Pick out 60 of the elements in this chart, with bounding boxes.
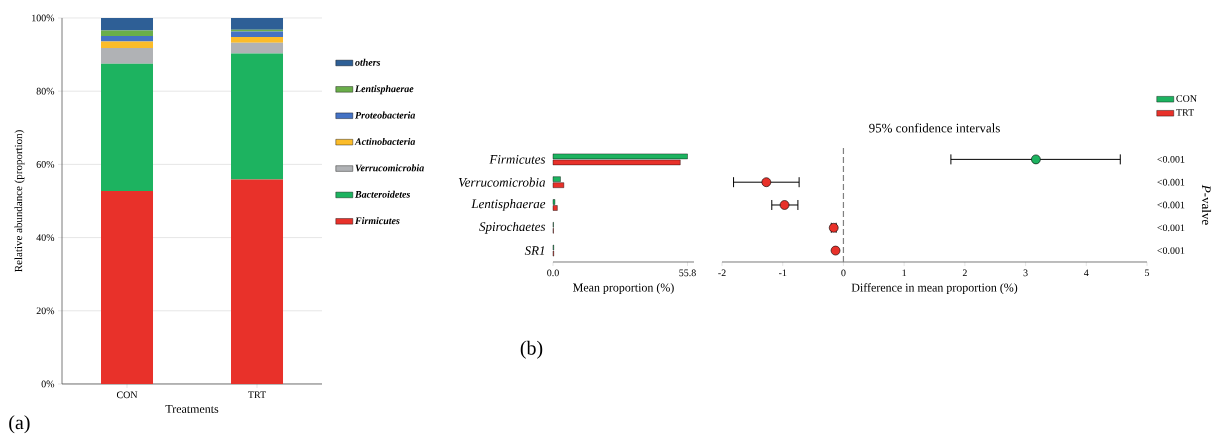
bar <box>231 31 284 38</box>
y-tick-label: Verrucomicrobia <box>458 177 546 187</box>
legend-label: Bacteroidetes <box>354 190 411 198</box>
bar <box>231 179 284 384</box>
bar <box>231 42 284 54</box>
bar <box>101 35 154 42</box>
x-tick-label: 1 <box>902 269 907 277</box>
bar <box>231 37 284 43</box>
legend-label: Proteobacteria <box>355 111 416 119</box>
text: <0.001 <box>1157 156 1185 163</box>
legend-label: Actinobacteria <box>354 137 416 145</box>
y-tick-label: SR1 <box>524 246 545 255</box>
y-tick-label: Firmicutes <box>489 155 546 164</box>
bar <box>231 17 284 30</box>
bar <box>101 48 154 64</box>
text: <0.001 <box>1157 201 1185 209</box>
y-tick-label: 20% <box>36 307 55 315</box>
x-tick-label: -1 <box>778 269 787 277</box>
y-tick-label: Lentisphaerae <box>471 199 546 211</box>
x-tick-label: -2 <box>718 269 726 277</box>
bar <box>101 30 154 36</box>
bar <box>101 191 154 384</box>
bar <box>231 53 284 180</box>
legend-label: Firmicutes <box>354 217 400 225</box>
text: (a) <box>9 415 30 434</box>
x-tick-label: 0.0 <box>547 269 559 277</box>
x-axis-title: Treatments <box>165 405 219 413</box>
legend-label: CON <box>1176 95 1197 102</box>
y-tick-label: 40% <box>36 234 55 241</box>
x-tick-label: 2 <box>962 269 967 277</box>
chart-title: 95% confidence intervals <box>869 123 1000 133</box>
legend-label: Verrucomicrobia <box>355 164 424 172</box>
x-tick-label: 3 <box>1023 269 1028 277</box>
bar <box>101 63 154 192</box>
bar <box>101 17 154 31</box>
y-tick-label: 60% <box>36 161 55 168</box>
y-tick-label: 80% <box>36 87 55 95</box>
legend-label: others <box>355 58 381 66</box>
y2-axis-title: P-valve <box>1201 184 1212 225</box>
bar <box>101 41 154 48</box>
text: (b) <box>520 340 543 359</box>
x-tick-label: 0 <box>841 269 846 277</box>
point <box>830 245 841 256</box>
x-axis-title: Difference in mean proportion (%) <box>851 283 1018 295</box>
y-tick-label: 0% <box>41 380 55 388</box>
x-tick-label: 5 <box>1145 269 1150 277</box>
y-tick-label: Spirochaetes <box>479 221 546 234</box>
x-tick-label: 55.8 <box>679 269 696 277</box>
y-tick-label: 100% <box>32 14 55 22</box>
point <box>779 200 790 210</box>
text: <0.001 <box>1157 247 1185 254</box>
text: <0.001 <box>1157 224 1185 232</box>
legend-label: Lentisphaerae <box>354 85 414 95</box>
x-axis-title: Mean proportion (%) <box>573 283 674 294</box>
text: <0.001 <box>1157 178 1185 186</box>
legend-label: TRT <box>1176 109 1195 116</box>
x-tick-label: 4 <box>1083 269 1089 277</box>
point <box>1031 154 1041 165</box>
y-axis-title: Relative abundance (proportion) <box>14 130 25 272</box>
point <box>761 177 772 187</box>
